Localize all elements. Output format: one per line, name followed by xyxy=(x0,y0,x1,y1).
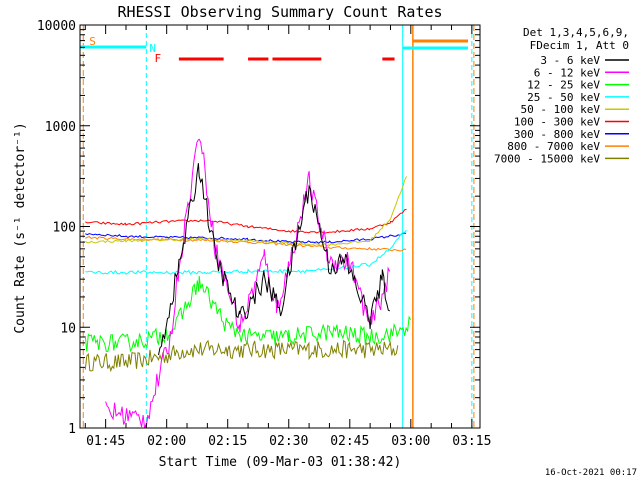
saa-flag-label: S xyxy=(89,35,96,48)
night-flag-label: N xyxy=(149,42,156,55)
x-tick-label: 02:15 xyxy=(208,434,247,449)
x-tick-label: 02:30 xyxy=(269,434,308,449)
legend-entry-label: 300 - 800 keV xyxy=(514,128,600,141)
y-axis-label: Count Rate (s⁻¹ detector⁻¹) xyxy=(13,122,28,333)
legend: Det 1,3,4,5,6,9,FDecim 1, Att 0 3 - 6 keV… xyxy=(494,26,629,165)
x-tick-label: 03:15 xyxy=(452,434,491,449)
axes: 1 10 100 1000 10000 01:45 02:00 02:15 02:30 02:45… xyxy=(37,19,492,449)
y-tick-label: 1000 xyxy=(45,120,76,135)
legend-entry-label: 800 - 7000 keV xyxy=(507,140,600,153)
flare-flag-label: F xyxy=(154,52,161,65)
y-tick-label: 10000 xyxy=(37,19,76,34)
series-line-300-800-kev xyxy=(85,232,407,244)
legend-entry-label: 7000 - 15000 keV xyxy=(494,152,600,165)
series-line-12-25-kev xyxy=(84,275,412,353)
x-tick-label: 03:00 xyxy=(391,434,430,449)
series-line-50-100-kev xyxy=(85,176,407,247)
y-tick-label: 10 xyxy=(60,321,76,336)
series-line-6-12-kev xyxy=(105,138,391,429)
legend-entry-label: 3 - 6 keV xyxy=(540,54,600,67)
series-line-3-6-kev xyxy=(158,163,391,356)
legend-entry-label: 100 - 300 keV xyxy=(514,116,600,129)
plot-area: S NF xyxy=(80,25,475,429)
y-tick-label: 1 xyxy=(68,422,76,437)
series-line-7000-15000-kev xyxy=(84,339,399,373)
legend-entry-label: 25 - 50 keV xyxy=(527,91,600,104)
x-axis-label: Start Time (09-Mar-03 01:38:42) xyxy=(159,455,402,470)
legend-entry-label: 12 - 25 keV xyxy=(527,79,600,92)
legend-entry-label: 50 - 100 keV xyxy=(521,103,601,116)
series-line-800-7000-kev xyxy=(85,236,407,252)
x-tick-label: 02:00 xyxy=(147,434,186,449)
legend-entry-label: 6 - 12 keV xyxy=(534,66,601,79)
legend-header-line: FDecim 1, Att 0 xyxy=(530,39,629,52)
y-tick-label: 100 xyxy=(53,221,76,236)
series-line-25-50-kev xyxy=(85,229,407,275)
chart-title: RHESSI Observing Summary Count Rates xyxy=(117,3,442,21)
timestamp: 16-Oct-2021 00:17 xyxy=(545,468,637,478)
x-tick-label: 01:45 xyxy=(86,434,125,449)
x-tick-label: 02:45 xyxy=(330,434,369,449)
series-line-100-300-kev xyxy=(85,208,407,234)
legend-header-line: Det 1,3,4,5,6,9, xyxy=(523,26,629,39)
